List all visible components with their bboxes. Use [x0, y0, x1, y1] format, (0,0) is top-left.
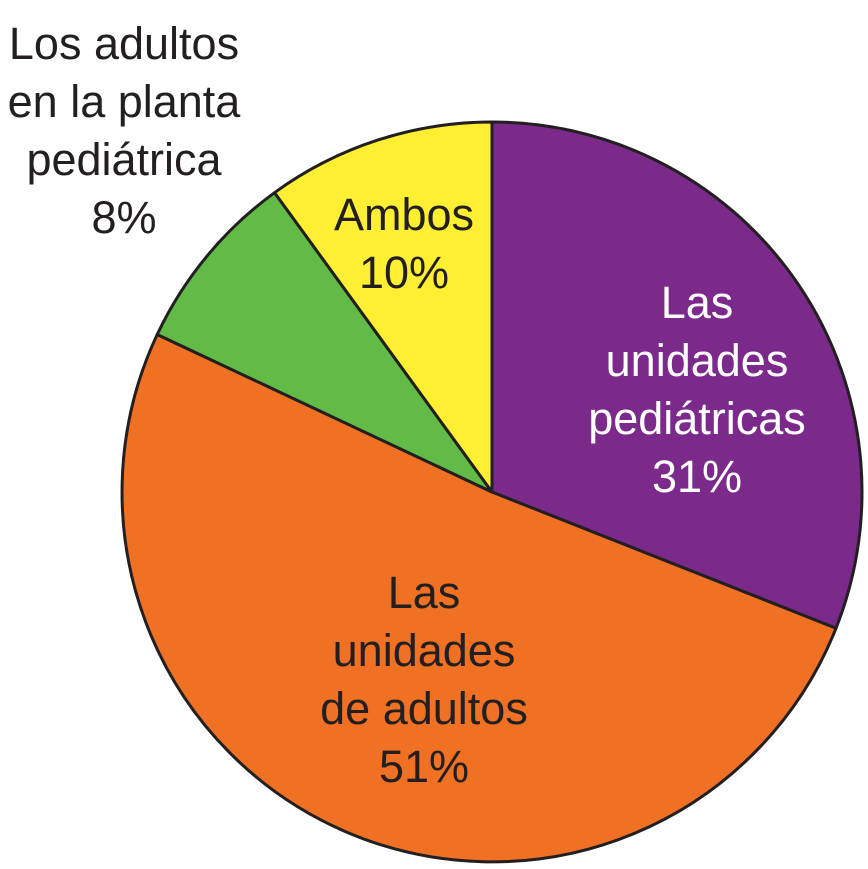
slice-value-label: 8% — [91, 192, 156, 243]
slice-label-line: pediátricas — [588, 393, 806, 444]
slice-value-label: 31% — [652, 451, 742, 502]
slice-label-line: Ambos — [334, 189, 474, 240]
slice-label-line: Las — [388, 567, 461, 618]
slice-label-line: de adultos — [320, 683, 528, 734]
slice-label-planta: Los adultos en la planta pediátrica 8% — [8, 18, 242, 243]
slice-value-label: 51% — [379, 741, 469, 792]
slice-label-line: unidades — [606, 335, 789, 386]
pie-slices — [120, 120, 864, 864]
slice-label-line: unidades — [333, 625, 516, 676]
slice-label-line: en la planta — [8, 76, 242, 127]
pie-slice-pediatricas — [490, 120, 864, 630]
slice-label-line: pediátrica — [26, 134, 222, 185]
pie-slice-ambos — [273, 120, 494, 494]
slice-label-pediatricas: Las unidades pediátricas 31% — [588, 277, 806, 502]
slice-label-line: Los adultos — [9, 18, 239, 69]
pie-slice-adultos — [120, 332, 838, 864]
slice-label-adultos: Las unidades de adultos 51% — [320, 567, 528, 792]
slice-label-ambos: Ambos 10% — [334, 189, 474, 298]
slice-label-line: Las — [661, 277, 734, 328]
slice-value-label: 10% — [359, 247, 449, 298]
pie-labels: Las unidades pediátricas 31% Las unidades de a… — [8, 18, 806, 792]
pie-slice-planta — [155, 191, 494, 494]
